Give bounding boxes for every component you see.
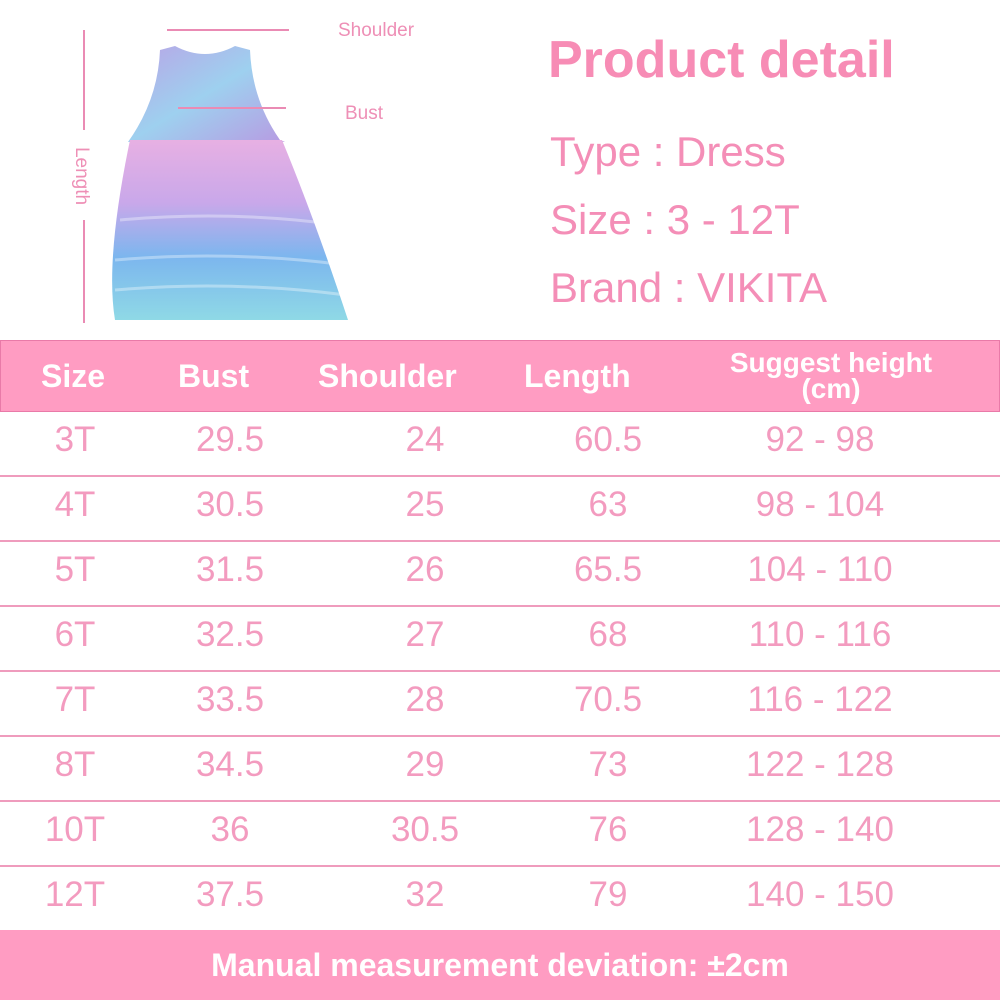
- table-row: 5T 31.5 26 65.5 104 - 110: [0, 540, 1000, 607]
- cell-bust: 29.5: [195, 420, 265, 459]
- shoulder-label: Shoulder: [338, 20, 415, 41]
- table-row: 10T 36 30.5 76 128 - 140: [0, 800, 1000, 867]
- table-row: 7T 33.5 28 70.5 116 - 122: [0, 670, 1000, 737]
- cell-suggest-height: 122 - 128: [746, 745, 894, 784]
- cell-size: 12T: [44, 875, 106, 914]
- cell-bust: 32.5: [195, 615, 265, 654]
- cell-bust: 31.5: [195, 550, 265, 589]
- header-suggest-height-label: Suggest height: [729, 347, 933, 378]
- cell-size: 7T: [54, 680, 96, 719]
- cell-suggest-height: 92 - 98: [765, 420, 875, 459]
- cell-shoulder: 29: [405, 745, 445, 784]
- cell-size: 8T: [54, 745, 96, 784]
- cell-length: 79: [588, 875, 628, 914]
- cell-suggest-height: 128 - 140: [746, 810, 894, 849]
- cell-length: 70.5: [573, 680, 643, 719]
- length-measure-line-top: [83, 30, 85, 130]
- header-suggest-height: Suggest height (cm): [701, 341, 961, 411]
- cell-bust: 30.5: [195, 485, 265, 524]
- cell-bust: 33.5: [195, 680, 265, 719]
- cell-size: 6T: [54, 615, 96, 654]
- cell-length: 68: [588, 615, 628, 654]
- header-length: Length: [524, 357, 631, 394]
- header-bust: Bust: [178, 357, 250, 394]
- product-type: Type : Dress: [550, 128, 786, 175]
- bust-label: Bust: [345, 103, 384, 124]
- cell-suggest-height: 140 - 150: [746, 875, 894, 914]
- product-size: Size : 3 - 12T: [550, 196, 800, 243]
- dress-image: [112, 46, 349, 320]
- cell-shoulder: 32: [405, 875, 445, 914]
- cell-size: 4T: [54, 485, 96, 524]
- cell-length: 76: [588, 810, 628, 849]
- cell-size: 3T: [54, 420, 96, 459]
- table-row: 12T 37.5 32 79 140 - 150: [0, 865, 1000, 930]
- cell-suggest-height: 116 - 122: [747, 680, 893, 719]
- length-label: Length: [71, 146, 93, 206]
- cell-length: 73: [588, 745, 628, 784]
- table-row: 8T 34.5 29 73 122 - 128: [0, 735, 1000, 802]
- footer-note: Manual measurement deviation: ±2cm: [0, 930, 1000, 1000]
- product-title: Product detail: [548, 31, 895, 89]
- cell-shoulder: 24: [405, 420, 445, 459]
- product-brand: Brand : VIKITA: [550, 264, 827, 311]
- cell-length: 65.5: [573, 550, 643, 589]
- header-size: Size: [41, 357, 106, 394]
- cell-suggest-height: 110 - 116: [748, 615, 892, 654]
- header-suggest-height-unit: (cm): [801, 373, 861, 404]
- cell-suggest-height: 104 - 110: [747, 550, 893, 589]
- cell-shoulder: 28: [405, 680, 445, 719]
- table-row: 6T 32.5 27 68 110 - 116: [0, 605, 1000, 672]
- shoulder-measure-line: [167, 29, 289, 31]
- length-measure-line-bottom: [83, 220, 85, 323]
- table-row: 4T 30.5 25 63 98 - 104: [0, 475, 1000, 542]
- cell-shoulder: 26: [405, 550, 445, 589]
- cell-bust: 37.5: [195, 875, 265, 914]
- cell-shoulder: 27: [405, 615, 445, 654]
- cell-shoulder: 25: [405, 485, 445, 524]
- cell-shoulder: 30.5: [390, 810, 460, 849]
- cell-size: 5T: [54, 550, 96, 589]
- cell-length: 63: [588, 485, 628, 524]
- cell-length: 60.5: [573, 420, 643, 459]
- table-header: Size Bust Shoulder Length Suggest height…: [0, 340, 1000, 412]
- table-row: 3T 29.5 24 60.5 92 - 98: [0, 410, 1000, 477]
- cell-bust: 36: [210, 810, 250, 849]
- cell-bust: 34.5: [195, 745, 265, 784]
- cell-size: 10T: [44, 810, 106, 849]
- bust-measure-line: [178, 107, 286, 109]
- cell-suggest-height: 98 - 104: [755, 485, 885, 524]
- header-shoulder: Shoulder: [318, 357, 457, 394]
